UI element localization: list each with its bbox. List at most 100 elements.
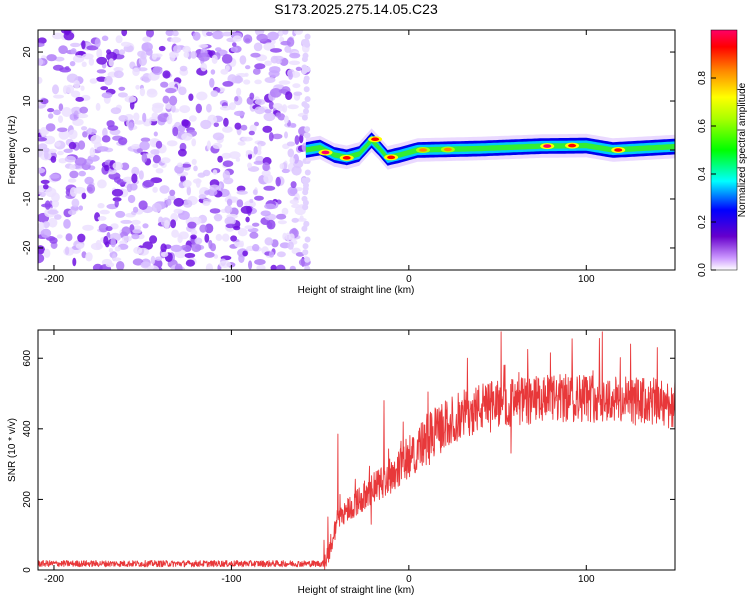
noise-blob bbox=[70, 106, 82, 115]
noise-blob bbox=[174, 164, 185, 174]
noise-blob bbox=[253, 160, 264, 165]
noise-blob bbox=[264, 77, 276, 83]
snr-plot-area bbox=[38, 331, 675, 570]
noise-blob bbox=[236, 87, 242, 96]
noise-blob bbox=[38, 58, 44, 66]
noise-blob bbox=[152, 154, 161, 164]
noise-blob bbox=[113, 67, 124, 72]
x-tick-label: 0 bbox=[406, 574, 412, 585]
noise-blob bbox=[222, 81, 234, 87]
colorbar-label: Normalized spectral amplitude bbox=[737, 82, 748, 217]
noise-blob bbox=[303, 38, 310, 45]
noise-blob bbox=[70, 42, 81, 48]
noise-blob bbox=[263, 112, 276, 122]
signal-track bbox=[305, 128, 675, 170]
noise-blob bbox=[55, 141, 61, 147]
noise-blob bbox=[69, 61, 76, 67]
track-peak bbox=[342, 156, 351, 160]
noise-blob bbox=[279, 57, 289, 66]
noise-blob bbox=[87, 127, 93, 135]
noise-blob bbox=[200, 119, 212, 130]
noise-blob bbox=[120, 219, 133, 224]
noise-blob bbox=[43, 248, 51, 258]
noise-blob bbox=[304, 177, 311, 184]
noise-blob bbox=[58, 45, 68, 54]
noise-blob bbox=[43, 135, 56, 145]
noise-blob bbox=[152, 186, 158, 193]
noise-blob bbox=[68, 178, 77, 183]
noise-blob bbox=[38, 253, 45, 264]
noise-blob bbox=[219, 105, 232, 111]
noise-blob bbox=[50, 155, 57, 163]
noise-blob bbox=[177, 162, 183, 168]
noise-blob bbox=[270, 88, 282, 98]
noise-blob bbox=[129, 183, 138, 191]
noise-blob bbox=[45, 123, 56, 132]
noise-blob bbox=[224, 216, 236, 226]
spectrogram-y-ticks: 20 10 0 -10 -20 bbox=[22, 46, 675, 255]
noise-blob bbox=[191, 158, 197, 165]
noise-blob bbox=[70, 90, 81, 98]
y-tick-label: -10 bbox=[22, 191, 33, 206]
noise-blob bbox=[260, 210, 271, 217]
noise-blob bbox=[69, 113, 79, 121]
noise-blob bbox=[198, 194, 207, 200]
noise-blob bbox=[304, 126, 311, 133]
noise-blob bbox=[38, 42, 45, 47]
noise-blob bbox=[302, 204, 309, 211]
noise-blob bbox=[197, 172, 206, 178]
noise-blob bbox=[160, 157, 171, 164]
noise-blob bbox=[224, 205, 233, 214]
noise-blob bbox=[211, 54, 218, 64]
noise-blob bbox=[41, 203, 53, 208]
noise-blob bbox=[245, 150, 253, 155]
noise-blob bbox=[275, 58, 282, 64]
noise-blob bbox=[205, 263, 213, 270]
figure-title: S173.2025.275.14.05.C23 bbox=[274, 1, 438, 17]
noise-blob bbox=[249, 124, 257, 133]
noise-blob bbox=[113, 176, 121, 183]
noise-blob bbox=[183, 51, 190, 58]
noise-blob bbox=[59, 67, 72, 73]
noise-blob bbox=[138, 200, 148, 210]
noise-blob bbox=[215, 47, 222, 52]
noise-blob bbox=[101, 135, 111, 143]
noise-blob bbox=[231, 75, 244, 84]
noise-blob bbox=[57, 115, 64, 123]
noise-blob bbox=[194, 237, 203, 245]
noise-blob bbox=[51, 192, 60, 203]
noise-blob bbox=[78, 205, 84, 211]
colorbar: 0.0 0.2 0.4 0.6 0.8 Normalized spectral ampl… bbox=[697, 29, 748, 277]
noise-blob bbox=[287, 241, 294, 250]
noise-blob bbox=[191, 243, 202, 253]
noise-blob bbox=[285, 91, 293, 100]
noise-blob bbox=[133, 112, 140, 122]
noise-blob bbox=[213, 254, 219, 259]
noise-blob bbox=[252, 189, 258, 195]
x-tick-label: 100 bbox=[578, 574, 595, 585]
noise-blob bbox=[190, 51, 197, 59]
noise-blob bbox=[97, 203, 105, 209]
noise-blob bbox=[135, 84, 140, 90]
noise-blob bbox=[254, 259, 266, 265]
colorbar-gradient bbox=[710, 29, 738, 271]
noise-blob bbox=[163, 112, 169, 118]
noise-blob bbox=[178, 148, 187, 157]
noise-blob bbox=[85, 252, 93, 262]
noise-blob bbox=[51, 200, 60, 208]
noise-blob bbox=[94, 37, 101, 48]
noise-blob bbox=[254, 63, 266, 70]
noise-blob bbox=[188, 93, 194, 101]
noise-blob bbox=[56, 234, 63, 239]
noise-blob bbox=[121, 235, 132, 242]
noise-blob bbox=[283, 115, 289, 124]
noise-blob bbox=[226, 198, 233, 206]
noise-blob bbox=[63, 31, 75, 41]
noise-blob bbox=[138, 170, 144, 180]
noise-blob bbox=[291, 165, 302, 176]
noise-blob bbox=[289, 156, 295, 165]
noise-blob bbox=[86, 184, 96, 194]
noise-blob bbox=[149, 235, 158, 244]
noise-blob bbox=[141, 153, 148, 163]
